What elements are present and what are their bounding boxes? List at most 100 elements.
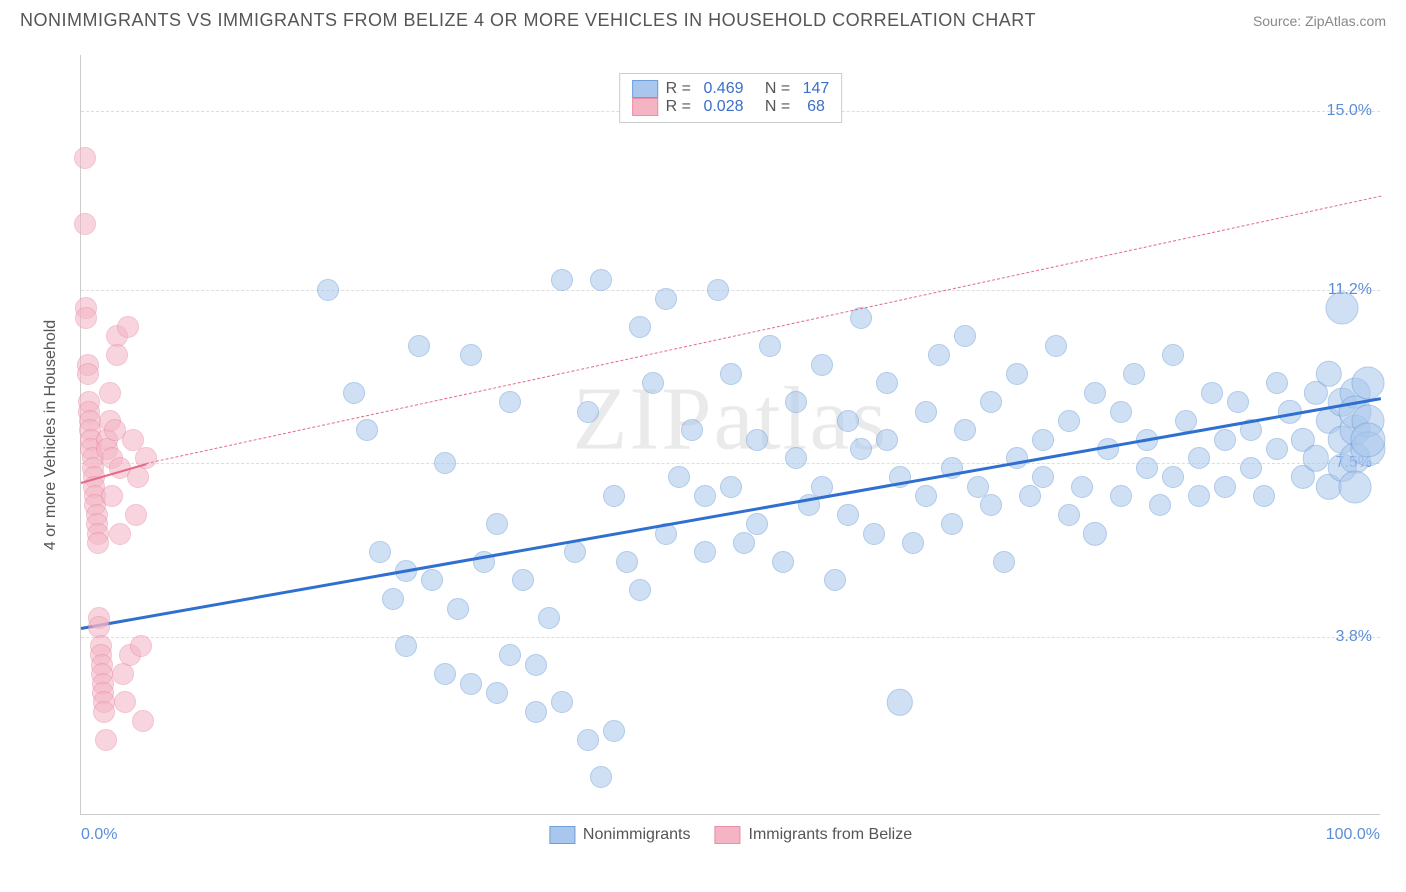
swatch-blue [549, 826, 575, 844]
scatter-point [460, 673, 482, 695]
scatter-point [1019, 485, 1041, 507]
scatter-point [1253, 485, 1275, 507]
legend-item-immigrants: Immigrants from Belize [715, 826, 913, 844]
scatter-point [902, 532, 924, 554]
scatter-point [954, 325, 976, 347]
scatter-point [486, 682, 508, 704]
scatter-point [1240, 457, 1262, 479]
scatter-point [887, 689, 913, 715]
scatter-point [369, 541, 391, 563]
scatter-point [590, 269, 612, 291]
scatter-point [74, 213, 96, 235]
scatter-point [577, 729, 599, 751]
scatter-point [106, 344, 128, 366]
scatter-point [77, 363, 99, 385]
scatter-point [512, 569, 534, 591]
scatter-point [1136, 457, 1158, 479]
legend-label: Immigrants from Belize [749, 826, 913, 844]
scatter-point [720, 476, 742, 498]
scatter-point [95, 729, 117, 751]
scatter-point [577, 401, 599, 423]
scatter-point [616, 551, 638, 573]
scatter-point [109, 523, 131, 545]
scatter-point [1188, 485, 1210, 507]
scatter-point [87, 532, 109, 554]
scatter-point [1188, 447, 1210, 469]
scatter-point [499, 391, 521, 413]
legend-item-nonimmigrants: Nonimmigrants [549, 826, 691, 844]
scatter-point [74, 147, 96, 169]
scatter-point [1006, 363, 1028, 385]
chart-title: NONIMMIGRANTS VS IMMIGRANTS FROM BELIZE … [20, 10, 1036, 31]
scatter-point [759, 335, 781, 357]
scatter-point [317, 279, 339, 301]
scatter-point [460, 344, 482, 366]
chart-container: ZIPatlas 4 or more Vehicles in Household… [50, 40, 1390, 840]
scatter-point [876, 429, 898, 451]
scatter-point [668, 466, 690, 488]
scatter-point [1110, 401, 1132, 423]
scatter-point [75, 307, 97, 329]
scatter-point [837, 410, 859, 432]
source-label: Source: ZipAtlas.com [1253, 13, 1386, 29]
scatter-point [1316, 361, 1342, 387]
scatter-point [101, 485, 123, 507]
scatter-point [1032, 466, 1054, 488]
header: NONIMMIGRANTS VS IMMIGRANTS FROM BELIZE … [0, 0, 1406, 36]
scatter-point [499, 644, 521, 666]
scatter-point [1045, 335, 1067, 357]
swatch-blue [632, 80, 658, 98]
scatter-point [1058, 504, 1080, 526]
x-tick-label: 100.0% [1326, 826, 1380, 844]
y-tick-label: 3.8% [1336, 628, 1372, 646]
trendline [81, 397, 1382, 630]
scatter-point [1110, 485, 1132, 507]
scatter-point [681, 419, 703, 441]
scatter-point [642, 372, 664, 394]
scatter-point [112, 663, 134, 685]
scatter-point [538, 607, 560, 629]
scatter-point [720, 363, 742, 385]
scatter-point [733, 532, 755, 554]
scatter-point [525, 701, 547, 723]
scatter-point [694, 485, 716, 507]
scatter-point [629, 316, 651, 338]
scatter-point [551, 269, 573, 291]
scatter-point [746, 429, 768, 451]
scatter-point [1058, 410, 1080, 432]
scatter-point [1162, 344, 1184, 366]
scatter-point [746, 513, 768, 535]
scatter-point [785, 391, 807, 413]
scatter-point [356, 419, 378, 441]
scatter-point [551, 691, 573, 713]
scatter-point [99, 382, 121, 404]
scatter-point [117, 316, 139, 338]
stats-row-pink: R = 0.028 N = 68 [632, 98, 830, 116]
scatter-point [1071, 476, 1093, 498]
scatter-point [130, 635, 152, 657]
scatter-point [980, 494, 1002, 516]
scatter-point [1227, 391, 1249, 413]
scatter-point [603, 485, 625, 507]
scatter-point [1083, 521, 1107, 545]
swatch-pink [632, 98, 658, 116]
scatter-point [1123, 363, 1145, 385]
scatter-point [1214, 429, 1236, 451]
scatter-point [603, 720, 625, 742]
scatter-point [928, 344, 950, 366]
scatter-point [772, 551, 794, 573]
scatter-point [694, 541, 716, 563]
scatter-point [1352, 367, 1385, 400]
scatter-point [395, 635, 417, 657]
scatter-point [1175, 410, 1197, 432]
swatch-pink [715, 826, 741, 844]
scatter-point [1326, 292, 1359, 325]
scatter-point [1339, 470, 1372, 503]
y-axis-label: 4 or more Vehicles in Household [42, 319, 60, 549]
scatter-point [980, 391, 1002, 413]
scatter-point [837, 504, 859, 526]
scatter-point [421, 569, 443, 591]
gridline [81, 637, 1380, 638]
scatter-point [1201, 382, 1223, 404]
scatter-point [941, 513, 963, 535]
